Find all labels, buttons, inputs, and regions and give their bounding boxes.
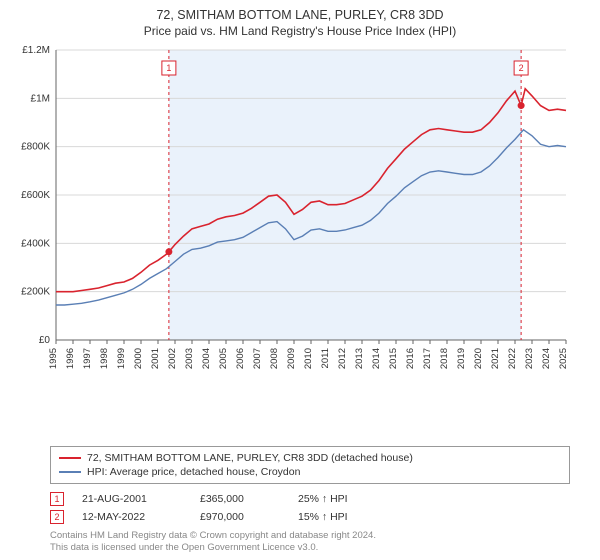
legend-swatch xyxy=(59,471,81,473)
x-tick-label: 2005 xyxy=(218,348,229,369)
event-row-price: £365,000 xyxy=(200,493,280,505)
line-chart-svg: £0 £200K £400K £600K £800K £1M £1.2M 1995 1996 19… xyxy=(10,44,570,374)
x-tick-label: 1995 xyxy=(48,348,59,369)
x-tick-label: 2009 xyxy=(286,348,297,369)
x-tick-label: 2015 xyxy=(388,348,399,369)
event-row-price: £970,000 xyxy=(200,511,280,523)
x-tick-label: 2011 xyxy=(320,348,331,368)
x-tick-label: 2001 xyxy=(150,348,161,369)
event-row-delta: 15% ↑ HPI xyxy=(298,511,348,523)
event-marker-label: 1 xyxy=(166,63,171,73)
chart-container: 72, SMITHAM BOTTOM LANE, PURLEY, CR8 3DD… xyxy=(0,0,600,560)
chart-plot-area: £0 £200K £400K £600K £800K £1M £1.2M 1995 1996 19… xyxy=(10,44,590,440)
y-tick-label: £400K xyxy=(21,238,50,249)
x-tick-label: 2010 xyxy=(303,348,314,369)
y-tick-label: £800K xyxy=(21,142,50,153)
x-tick-label: 2022 xyxy=(507,348,518,369)
legend-box: 72, SMITHAM BOTTOM LANE, PURLEY, CR8 3DD… xyxy=(50,446,570,484)
event-row-marker: 2 xyxy=(50,510,64,524)
x-tick-label: 2019 xyxy=(456,348,467,369)
legend-label: 72, SMITHAM BOTTOM LANE, PURLEY, CR8 3DD… xyxy=(87,452,413,464)
x-tick-label: 1997 xyxy=(82,348,93,369)
footer-line2: This data is licensed under the Open Gov… xyxy=(50,542,570,554)
event-marker-label: 2 xyxy=(519,63,524,73)
x-tick-label: 2017 xyxy=(422,348,433,369)
x-tick-label: 2023 xyxy=(524,348,535,369)
x-tick-label: 2007 xyxy=(252,348,263,369)
x-tick-label: 2002 xyxy=(167,348,178,369)
x-tick-label: 2024 xyxy=(541,348,552,369)
footer-line1: Contains HM Land Registry data © Crown c… xyxy=(50,530,570,542)
event-dot xyxy=(518,102,525,109)
x-tick-label: 2021 xyxy=(490,348,501,369)
legend-row: HPI: Average price, detached house, Croy… xyxy=(59,465,561,479)
event-row: 2 12-MAY-2022 £970,000 15% ↑ HPI xyxy=(50,508,570,526)
event-row-date: 21-AUG-2001 xyxy=(82,493,182,505)
chart-subtitle: Price paid vs. HM Land Registry's House … xyxy=(10,24,590,38)
x-tick-label: 2020 xyxy=(473,348,484,369)
y-tick-label: £0 xyxy=(39,335,51,346)
x-tick-label: 2000 xyxy=(133,348,144,369)
event-row-marker: 1 xyxy=(50,492,64,506)
y-tick-label: £1.2M xyxy=(22,45,50,56)
x-tick-label: 2016 xyxy=(405,348,416,369)
y-tick-label: £200K xyxy=(21,287,50,298)
x-tick-label: 2018 xyxy=(439,348,450,369)
x-tick-label: 2008 xyxy=(269,348,280,369)
x-tick-label: 2013 xyxy=(354,348,365,369)
y-tick-label: £1M xyxy=(31,93,50,104)
legend-swatch xyxy=(59,457,81,459)
legend-label: HPI: Average price, detached house, Croy… xyxy=(87,466,300,478)
footer-attribution: Contains HM Land Registry data © Crown c… xyxy=(50,530,570,554)
x-tick-label: 2014 xyxy=(371,348,382,369)
x-tick-label: 1999 xyxy=(116,348,127,369)
event-row-delta: 25% ↑ HPI xyxy=(298,493,348,505)
y-tick-label: £600K xyxy=(21,190,50,201)
x-tick-label: 1998 xyxy=(99,348,110,369)
chart-title: 72, SMITHAM BOTTOM LANE, PURLEY, CR8 3DD xyxy=(10,8,590,22)
x-tick-label: 2003 xyxy=(184,348,195,369)
x-tick-label: 2006 xyxy=(235,348,246,369)
x-tick-label: 2004 xyxy=(201,348,212,369)
event-row-date: 12-MAY-2022 xyxy=(82,511,182,523)
x-tick-label: 1996 xyxy=(65,348,76,369)
legend-row: 72, SMITHAM BOTTOM LANE, PURLEY, CR8 3DD… xyxy=(59,451,561,465)
x-tick-label: 2025 xyxy=(558,348,569,369)
event-dot xyxy=(165,248,172,255)
event-row: 1 21-AUG-2001 £365,000 25% ↑ HPI xyxy=(50,490,570,508)
events-table: 1 21-AUG-2001 £365,000 25% ↑ HPI 2 12-MAY-202… xyxy=(50,490,570,526)
x-tick-label: 2012 xyxy=(337,348,348,369)
